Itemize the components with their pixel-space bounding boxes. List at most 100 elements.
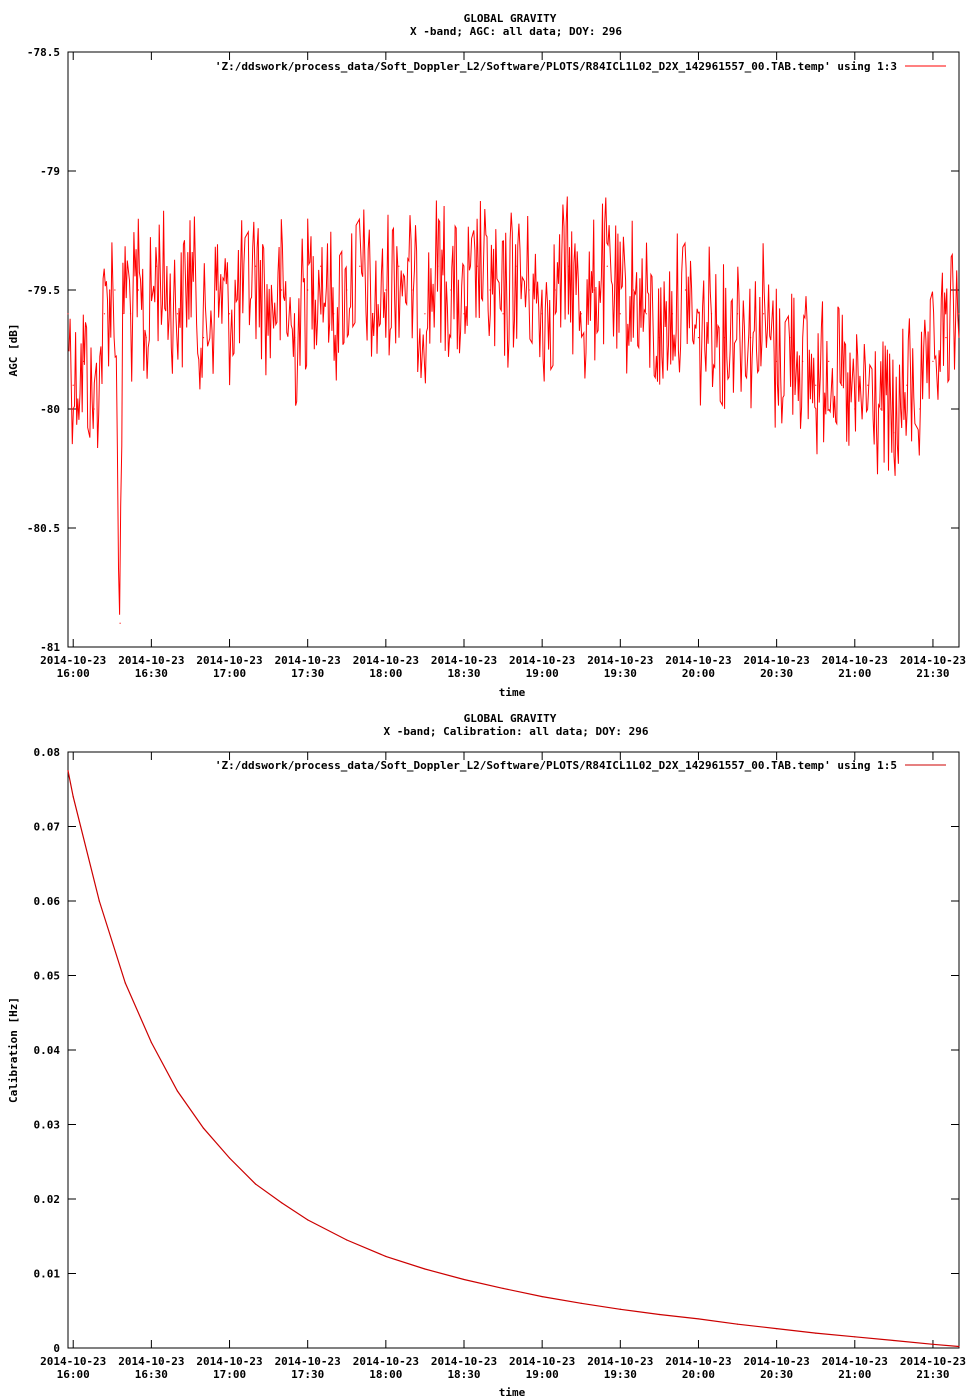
- data-point: [98, 900, 100, 902]
- data-point: [763, 313, 765, 315]
- agc-chart-subtitle: X -band; AGC: all data; DOY: 296: [410, 25, 622, 38]
- x-tick-time: 17:00: [213, 1368, 246, 1381]
- agc-x-axis: 2014-10-2316:002014-10-2316:302014-10-23…: [40, 52, 966, 680]
- calibration-y-axis: 0.08 0.07 0.06 0.05 0.04 0.03 0.02 0.01 0: [34, 746, 959, 1355]
- data-point: [124, 265, 126, 267]
- data-point: [893, 1339, 895, 1342]
- data-point: [72, 796, 74, 798]
- data-point: [776, 1328, 778, 1330]
- calibration-chart-subtitle: X -band; Calibration: all data; DOY: 296: [384, 725, 649, 738]
- data-point: [137, 289, 139, 291]
- data-point: [776, 360, 778, 362]
- x-tick-time: 20:00: [682, 1368, 715, 1381]
- y-tick-label: 0: [53, 1342, 60, 1355]
- data-point: [815, 384, 817, 386]
- x-tick-date: 2014-10-23: [196, 654, 262, 667]
- data-point: [450, 289, 452, 291]
- data-point: [828, 360, 830, 362]
- x-tick-date: 2014-10-23: [822, 1355, 888, 1368]
- calibration-x-axis-label: time: [499, 1386, 526, 1399]
- data-point: [67, 770, 69, 772]
- data-point: [346, 1239, 348, 1241]
- data-point: [385, 289, 387, 291]
- calibration-series: [67, 770, 960, 1348]
- calibration-legend: 'Z:/ddswork/process_data/Soft_Doppler_L2…: [215, 759, 946, 772]
- agc-y-axis: -78.5 -79 -79.5 -80 -80.5 -81: [27, 46, 959, 654]
- data-point: [802, 360, 804, 362]
- data-point: [906, 384, 908, 386]
- data-point: [268, 313, 270, 315]
- data-point: [189, 265, 192, 267]
- y-tick-label: -80.5: [27, 522, 60, 535]
- data-point: [411, 289, 413, 291]
- data-point: [463, 313, 465, 315]
- x-tick-date: 2014-10-23: [353, 1355, 419, 1368]
- x-tick-date: 2014-10-23: [900, 1355, 966, 1368]
- data-point: [619, 313, 621, 315]
- data-point: [155, 265, 158, 267]
- x-tick-time: 18:30: [447, 667, 480, 680]
- x-tick-date: 2014-10-23: [196, 1355, 262, 1368]
- data-point: [145, 337, 147, 339]
- x-tick-time: 16:30: [135, 667, 168, 680]
- x-tick-time: 19:30: [604, 667, 637, 680]
- y-tick-label: -79.5: [27, 284, 60, 297]
- data-point: [736, 313, 739, 315]
- agc-legend: 'Z:/ddswork/process_data/Soft_Doppler_L2…: [215, 60, 946, 73]
- x-tick-date: 2014-10-23: [40, 654, 106, 667]
- data-point: [958, 313, 960, 315]
- data-point: [215, 289, 218, 291]
- y-tick-label: -79: [40, 165, 60, 178]
- data-point: [658, 337, 660, 339]
- series-line: [68, 196, 960, 615]
- data-point: [789, 337, 791, 339]
- x-tick-date: 2014-10-23: [431, 654, 497, 667]
- x-tick-time: 20:30: [760, 1368, 793, 1381]
- x-tick-date: 2014-10-23: [509, 1355, 575, 1368]
- data-point: [176, 313, 179, 315]
- x-tick-time: 21:30: [916, 667, 949, 680]
- data-point: [502, 1287, 504, 1289]
- x-tick-time: 16:30: [135, 1368, 168, 1381]
- data-point: [867, 384, 869, 386]
- data-point: [424, 313, 426, 315]
- x-tick-date: 2014-10-23: [275, 654, 341, 667]
- y-tick-label: 0.07: [34, 821, 61, 834]
- x-tick-date: 2014-10-23: [744, 654, 810, 667]
- data-point: [228, 313, 231, 315]
- data-point: [554, 289, 556, 291]
- x-tick-time: 17:00: [213, 667, 246, 680]
- x-tick-date: 2014-10-23: [665, 654, 731, 667]
- data-point: [893, 432, 895, 434]
- data-point: [103, 313, 106, 315]
- data-point: [119, 622, 121, 624]
- data-point: [109, 289, 111, 291]
- x-tick-date: 2014-10-23: [587, 654, 653, 667]
- agc-y-axis-label: AGC [dB]: [7, 324, 20, 377]
- calibration-chart-title: GLOBAL GRAVITY: [464, 712, 557, 725]
- data-point: [476, 265, 478, 267]
- data-point: [697, 337, 700, 339]
- data-point: [176, 1090, 179, 1092]
- series-line: [67, 770, 960, 1348]
- data-point: [307, 289, 309, 291]
- data-point: [854, 408, 856, 410]
- data-point: [502, 313, 504, 315]
- data-point: [398, 265, 400, 267]
- agc-series: [67, 196, 960, 624]
- data-point: [580, 1302, 582, 1304]
- x-tick-date: 2014-10-23: [665, 1355, 731, 1368]
- agc-plot-frame: [67, 51, 960, 648]
- data-point: [658, 1313, 660, 1316]
- x-tick-time: 21:30: [916, 1368, 949, 1381]
- x-tick-date: 2014-10-23: [509, 654, 575, 667]
- data-point: [684, 289, 687, 291]
- data-point: [129, 313, 132, 315]
- calibration-x-axis: 2014-10-2316:002014-10-2316:302014-10-23…: [40, 752, 966, 1381]
- data-point: [932, 1343, 934, 1345]
- data-point: [437, 265, 439, 267]
- data-point: [880, 408, 882, 410]
- data-point: [580, 313, 582, 315]
- data-point: [385, 1255, 387, 1257]
